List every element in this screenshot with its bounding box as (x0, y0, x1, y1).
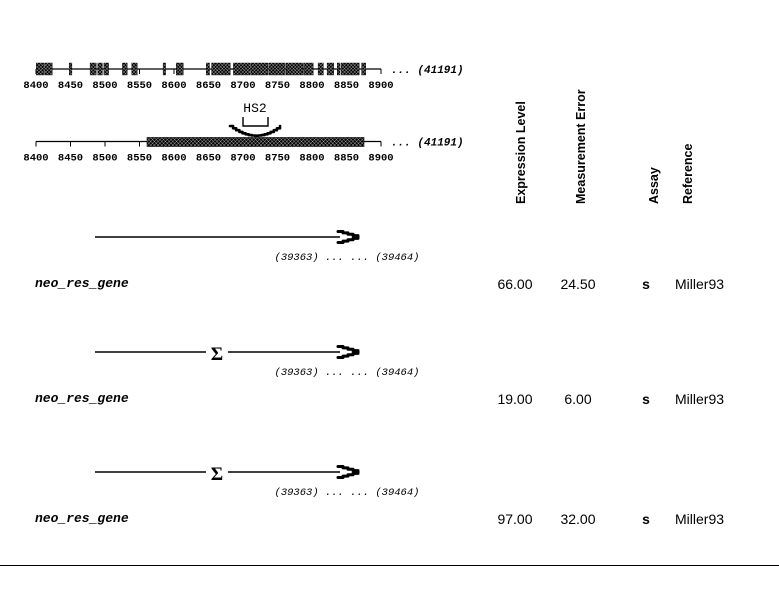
svg-text:Σ: Σ (211, 344, 223, 365)
svg-text:8400: 8400 (23, 153, 48, 165)
svg-text:8600: 8600 (161, 80, 186, 92)
svg-text:... (41191): ... (41191) (391, 65, 464, 77)
svg-text:8800: 8800 (299, 80, 324, 92)
svg-text:8450: 8450 (58, 153, 83, 165)
svg-text:8900: 8900 (368, 80, 393, 92)
svg-text:8700: 8700 (230, 153, 255, 165)
svg-text:8750: 8750 (265, 80, 290, 92)
svg-text:(39363) ... ... (39464): (39363) ... ... (39464) (275, 487, 420, 499)
svg-text:8750: 8750 (265, 153, 290, 165)
svg-text:(39363) ... ... (39464): (39363) ... ... (39464) (275, 252, 420, 264)
svg-text:8650: 8650 (196, 80, 221, 92)
svg-text:8500: 8500 (92, 153, 117, 165)
svg-text:8800: 8800 (299, 153, 324, 165)
svg-text:(39363) ... ... (39464): (39363) ... ... (39464) (275, 367, 420, 379)
svg-text:8550: 8550 (127, 80, 152, 92)
svg-text:8600: 8600 (161, 153, 186, 165)
svg-text:8850: 8850 (334, 80, 359, 92)
svg-text:8700: 8700 (230, 80, 255, 92)
svg-text:8450: 8450 (58, 80, 83, 92)
svg-text:8850: 8850 (334, 153, 359, 165)
svg-text:... (41191): ... (41191) (391, 138, 464, 150)
svg-text:8400: 8400 (23, 80, 48, 92)
svg-text:HS2: HS2 (243, 101, 266, 116)
svg-text:8650: 8650 (196, 153, 221, 165)
svg-text:8500: 8500 (92, 80, 117, 92)
svg-text:8900: 8900 (368, 153, 393, 165)
svg-text:Σ: Σ (211, 464, 223, 485)
svg-text:8550: 8550 (127, 153, 152, 165)
